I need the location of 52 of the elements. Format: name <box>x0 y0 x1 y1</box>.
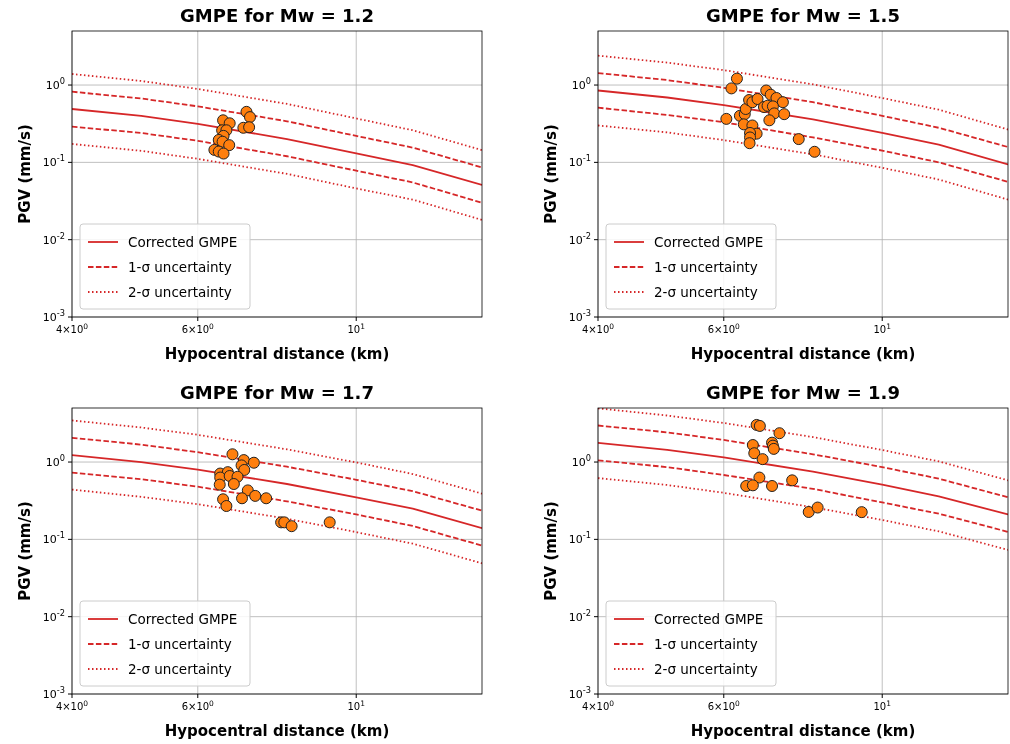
legend-label: 1-σ uncertainty <box>654 635 758 652</box>
x-axis-title: Hypocentral distance (km) <box>690 345 916 363</box>
x-tick-label: 10$^{1}$ <box>873 698 892 712</box>
x-tick-label: 10$^{1}$ <box>347 698 366 712</box>
legend-label: 1-σ uncertainty <box>654 258 758 275</box>
legend-label: 1-σ uncertainty <box>128 635 232 652</box>
y-tick-label: 10$^{-3}$ <box>568 307 591 324</box>
x-tick-label: 6×10$^{0}$ <box>707 321 741 335</box>
x-tick-label: 4×10$^{0}$ <box>581 698 615 712</box>
y-tick-label: 10$^{-3}$ <box>42 307 65 324</box>
legend-label: 2-σ uncertainty <box>128 283 232 300</box>
y-tick-label: 10$^{0}$ <box>571 452 591 469</box>
y-axis-title: PGV (mm/s) <box>542 501 560 601</box>
legend-label: 2-σ uncertainty <box>654 283 758 300</box>
chart-title: GMPE for Mw = 1.5 <box>706 5 900 26</box>
chart-title: GMPE for Mw = 1.7 <box>180 382 374 403</box>
y-tick-label: 10$^{0}$ <box>45 452 65 469</box>
y-axis-title: PGV (mm/s) <box>16 124 34 224</box>
y-tick-label: 10$^{-2}$ <box>568 607 591 624</box>
y-tick-label: 10$^{-3}$ <box>42 684 65 701</box>
legend-label: 2-σ uncertainty <box>654 660 758 677</box>
y-axis-title: PGV (mm/s) <box>16 501 34 601</box>
x-axis-title: Hypocentral distance (km) <box>690 722 916 740</box>
y-axis-title: PGV (mm/s) <box>542 124 560 224</box>
chart-title: GMPE for Mw = 1.9 <box>706 382 900 403</box>
legend-label: Corrected GMPE <box>128 233 238 250</box>
y-tick-label: 10$^{0}$ <box>45 75 65 92</box>
x-tick-label: 4×10$^{0}$ <box>55 321 89 335</box>
x-tick-label: 4×10$^{0}$ <box>581 321 615 335</box>
y-tick-label: 10$^{-2}$ <box>568 230 591 247</box>
legend-label: 2-σ uncertainty <box>128 660 232 677</box>
y-tick-label: 10$^{-2}$ <box>42 607 65 624</box>
x-tick-label: 6×10$^{0}$ <box>181 698 215 712</box>
x-tick-label: 10$^{1}$ <box>347 321 366 335</box>
y-tick-label: 10$^{-1}$ <box>568 153 591 170</box>
y-tick-label: 10$^{-2}$ <box>42 230 65 247</box>
x-tick-label: 6×10$^{0}$ <box>707 698 741 712</box>
y-tick-label: 10$^{0}$ <box>571 75 591 92</box>
y-tick-label: 10$^{-3}$ <box>568 684 591 701</box>
x-tick-label: 4×10$^{0}$ <box>55 698 89 712</box>
legend-label: Corrected GMPE <box>654 610 764 627</box>
legend-label: 1-σ uncertainty <box>128 258 232 275</box>
y-tick-label: 10$^{-1}$ <box>42 153 65 170</box>
legend-label: Corrected GMPE <box>128 610 238 627</box>
y-tick-label: 10$^{-1}$ <box>568 530 591 547</box>
x-tick-label: 6×10$^{0}$ <box>181 321 215 335</box>
x-axis-title: Hypocentral distance (km) <box>164 722 390 740</box>
x-tick-label: 10$^{1}$ <box>873 321 892 335</box>
y-tick-label: 10$^{-1}$ <box>42 530 65 547</box>
chart-title: GMPE for Mw = 1.2 <box>180 5 374 26</box>
legend-label: Corrected GMPE <box>654 233 764 250</box>
x-axis-title: Hypocentral distance (km) <box>164 345 390 363</box>
